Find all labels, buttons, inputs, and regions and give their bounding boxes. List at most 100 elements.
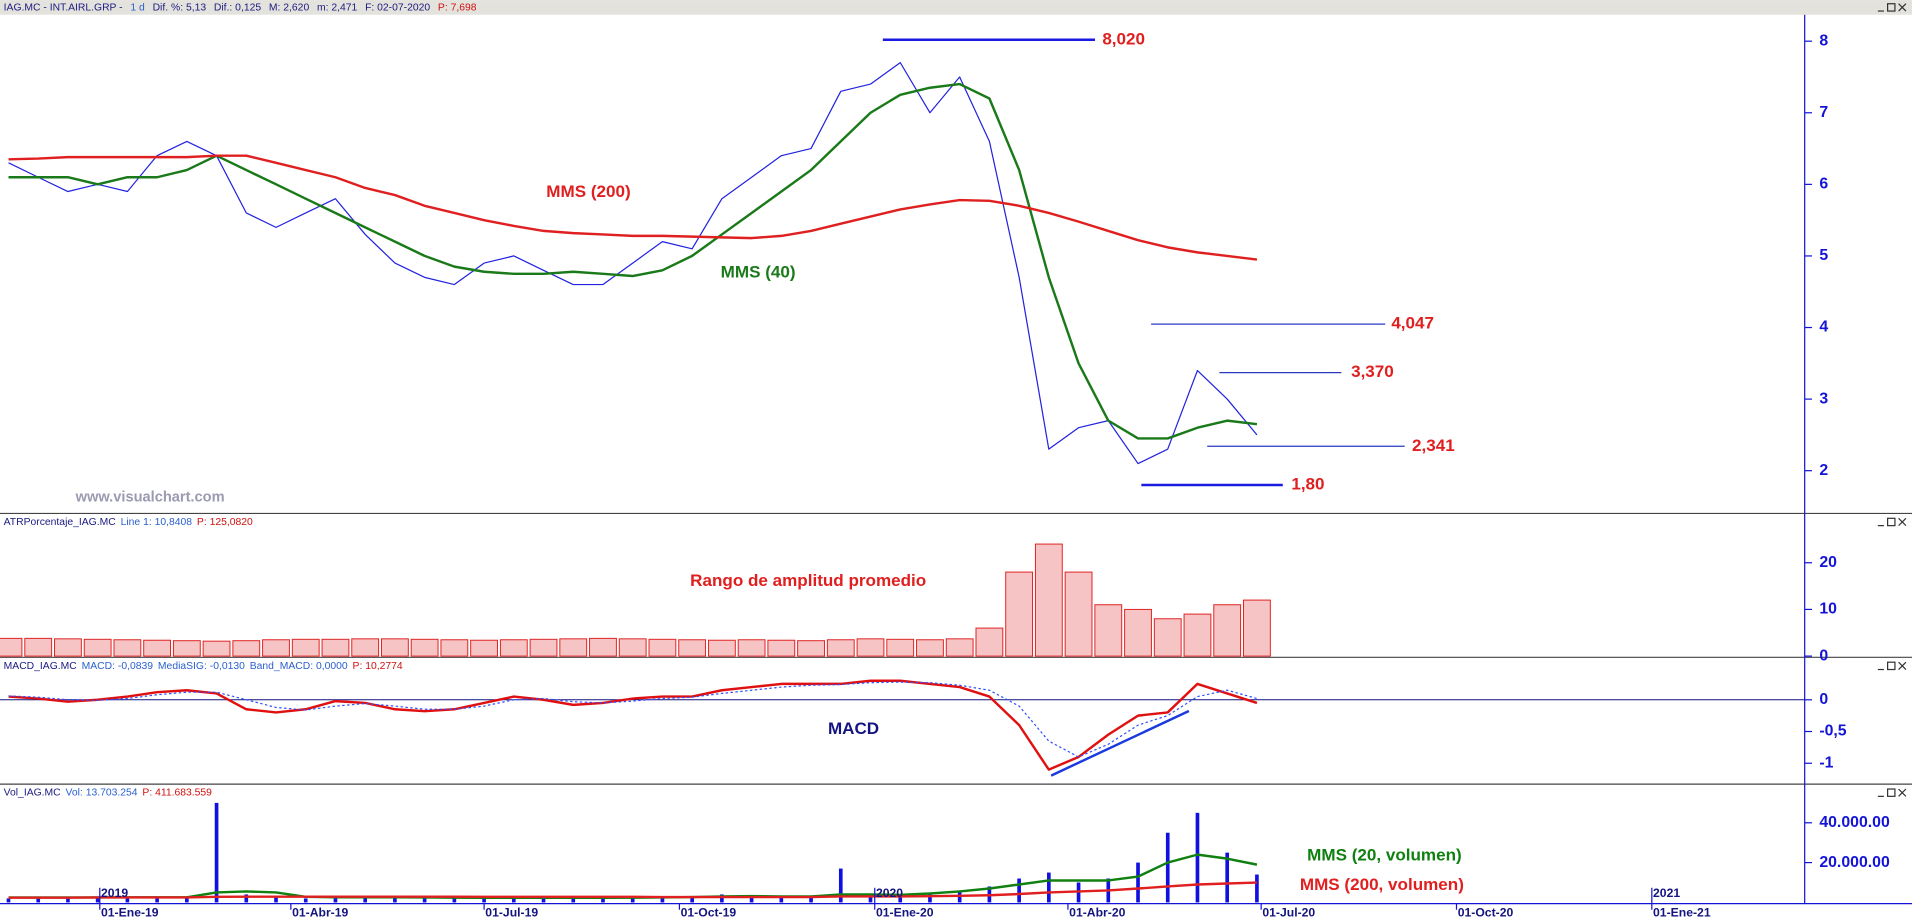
x-tick-label: 01-Jul-19 [485,906,538,920]
series-label: MMS (20, volumen) [1307,846,1462,865]
panel-header-item: MACD: -0,0839 [82,661,154,672]
bar [36,898,41,903]
bar [440,639,469,657]
bar [214,802,219,903]
bar [1213,604,1242,657]
watermark: www.visualchart.com [75,489,225,505]
x-tick-label: 01-Abr-19 [292,906,348,920]
bar [707,639,736,657]
bar [499,639,528,657]
x-tick-label: 01-Ene-21 [1653,906,1711,920]
bar [1094,604,1123,657]
price-level-label: 1,80 [1291,475,1324,494]
bar [618,638,647,657]
bar [422,898,427,903]
panel-header-item: P: 10,2774 [353,661,403,672]
bar [393,897,397,903]
bar [232,640,261,657]
maximize-icon [1887,788,1896,797]
bar [303,898,308,903]
bar [898,894,903,903]
bar [529,638,558,657]
header-item: 1 d [130,2,145,13]
bar [690,896,694,903]
bar [1136,862,1140,903]
bar [1124,608,1152,657]
panel-header-item: Vol_IAG.MC [4,787,62,798]
year-label: 2020 [876,886,903,900]
bar [648,638,677,657]
y-tick-label: 0 [1819,691,1828,708]
header-item: F: 02-07-2020 [365,2,430,13]
bar [202,640,231,657]
series-label: Rango de amplitud promedio [690,571,926,590]
title-bar [0,0,1912,15]
series-label: MMS (40) [721,263,796,282]
bar [274,896,278,903]
bar [66,898,70,903]
bar [1153,618,1182,657]
bar [779,897,784,903]
bar [1195,812,1200,903]
y-tick-label: 6 [1819,176,1828,193]
header-item: Dif. %: 5,13 [153,2,207,13]
x-tick-label: 01-Oct-20 [1458,906,1514,920]
bar [1255,874,1259,903]
bar [1064,571,1093,657]
line-series [8,881,1257,899]
bar [749,896,754,903]
bar [363,896,368,903]
y-tick-label: 2 [1819,462,1828,479]
y-tick-label: -0,5 [1819,723,1846,740]
bar [838,868,843,903]
bar [470,639,498,657]
bar [601,898,605,903]
bar [54,638,82,657]
panel-header-item: ATRPorcentaje_IAG.MC [4,517,117,528]
bar [452,898,457,903]
bar [143,639,172,657]
window-controls [1877,3,1907,797]
y-tick-label: 40.000.00 [1819,814,1890,831]
bar [1183,613,1212,657]
panel-header-item: MediaSIG: -0,0130 [158,661,245,672]
bar [856,638,885,657]
y-tick-label: 5 [1819,247,1828,264]
bar [541,897,546,903]
panel-header-item: P: 411.683.559 [142,787,212,798]
year-label: 2021 [1653,886,1680,900]
bar [1047,872,1051,903]
x-tick-label: 01-Ene-19 [101,906,159,920]
bar [24,637,53,657]
panel-header: MACD_IAG.MC MACD: -0,0839 MediaSIG: -0,013… [4,661,403,672]
close-icon [1898,3,1907,12]
panel-header-item: P: 125,0820 [197,517,253,528]
bar [737,639,766,657]
panel-header-item: Vol: 13.703.254 [66,787,138,798]
bar [868,896,873,903]
x-tick-label: 01-Jul-20 [1262,906,1315,920]
y-tick-label: 3 [1819,390,1828,407]
bar [125,896,130,903]
bar [826,639,855,657]
header-item: IAG.MC - INT.AIRL.GRP - [4,2,123,13]
series-label: MMS (200, volumen) [1300,875,1464,894]
close-icon [1898,517,1907,527]
bar [1165,832,1170,903]
bar [1225,852,1230,903]
x-tick-label: 01-Ene-20 [876,906,934,920]
y-tick-label: 10 [1819,601,1837,618]
price-level-label: 2,341 [1412,436,1455,455]
bar [291,638,320,657]
bar [482,898,486,903]
bar [1005,571,1034,657]
bar [244,894,249,903]
panel-header: ATRPorcentaje_IAG.MC Line 1: 10,8408 P: 12… [4,517,253,528]
header: IAG.MC - INT.AIRL.GRP - 1 d Dif. %: 5,13… [4,2,477,13]
bar [113,639,142,657]
panel-header: Vol_IAG.MC Vol: 13.703.254 P: 411.683.559 [4,787,213,798]
year-label: 2019 [101,886,128,900]
bar [630,898,635,903]
line-series [8,679,1258,771]
bar [321,638,350,657]
